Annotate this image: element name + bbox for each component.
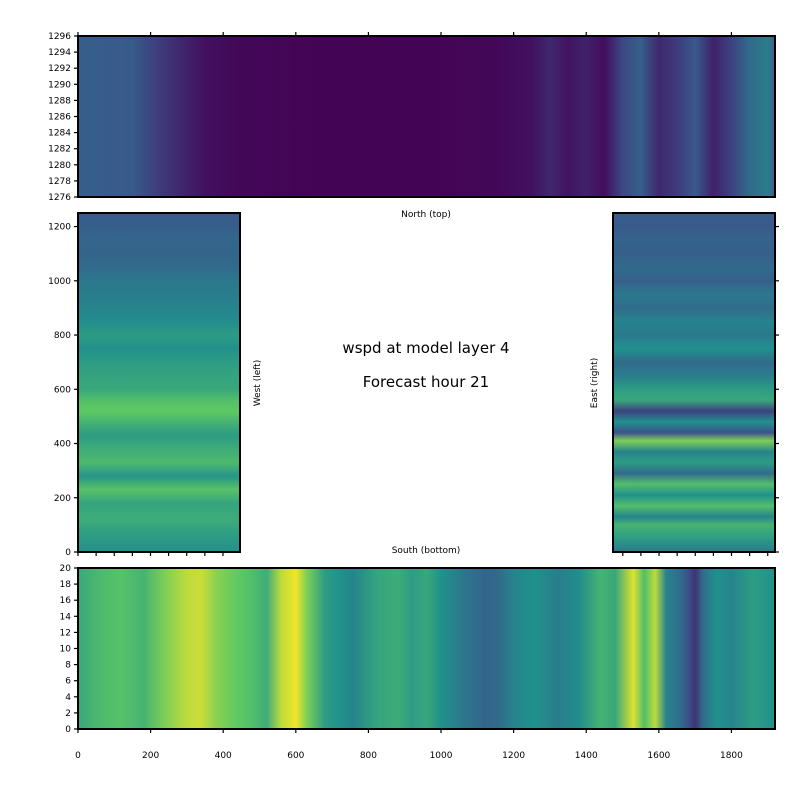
x-tick-label: 1000: [430, 751, 453, 761]
y-tick-label: 0: [65, 725, 71, 735]
x-tick-label: 1800: [720, 751, 743, 761]
y-tick-label: 1290: [48, 80, 71, 90]
panel-north: 1276 1278 1280 1282 1284 1286 1288 1290 1292 1294…: [48, 32, 776, 220]
south-label: South (bottom): [392, 546, 461, 556]
y-tick-label: 8: [65, 661, 71, 671]
x-tick-label: 800: [360, 751, 377, 761]
y-tick-label: 1296: [48, 32, 71, 42]
chart-subtitle: Forecast hour 21: [363, 373, 489, 391]
west-frame: [77, 212, 241, 553]
north-heatmap: [78, 36, 775, 197]
x-tick-label: 200: [142, 751, 159, 761]
y-tick-label: 1200: [48, 223, 71, 233]
y-tick-label: 1276: [48, 193, 71, 203]
y-tick-label: 14: [60, 612, 72, 622]
panel-south: South (bottom) 0 2 4 6 8 10 12 14 16 18 20 0 200 400…: [60, 546, 776, 761]
panel-east: East (right): [590, 212, 779, 556]
x-tick-label: 600: [287, 751, 304, 761]
y-tick-label: 1294: [48, 48, 71, 58]
x-tick-label: 1200: [502, 751, 525, 761]
y-tick-label: 0: [65, 548, 71, 558]
y-tick-label: 1292: [48, 64, 71, 74]
y-tick-label: 1278: [48, 177, 71, 187]
y-tick-label: 200: [54, 494, 71, 504]
y-tick-label: 18: [60, 580, 72, 590]
south-heatmap: [78, 568, 775, 729]
y-tick-label: 800: [54, 331, 71, 341]
chart-title: wspd at model layer 4: [342, 339, 509, 357]
y-tick-label: 600: [54, 385, 71, 395]
x-tick-label: 1400: [575, 751, 598, 761]
y-tick-label: 16: [60, 596, 72, 606]
y-tick-label: 20: [60, 564, 72, 574]
y-tick-label: 1280: [48, 161, 71, 171]
y-tick-label: 12: [60, 628, 71, 638]
y-tick-label: 1286: [48, 113, 71, 123]
y-tick-label: 1288: [48, 96, 71, 106]
y-tick-label: 1284: [48, 129, 71, 139]
panel-west: 0 200 400 600 800 1000 1200 West (left): [48, 212, 263, 558]
y-tick-label: 10: [60, 645, 72, 655]
east-heatmap: [613, 213, 775, 552]
y-tick-label: 2: [65, 709, 71, 719]
west-label: West (left): [253, 360, 263, 407]
north-label: North (top): [401, 210, 451, 220]
west-heatmap: [78, 213, 240, 552]
y-tick-label: 1282: [48, 145, 71, 155]
x-tick-label: 0: [75, 751, 81, 761]
x-tick-label: 400: [215, 751, 232, 761]
x-tick-label: 1600: [647, 751, 670, 761]
y-tick-label: 400: [54, 440, 71, 450]
y-tick-label: 6: [65, 677, 71, 687]
east-label: East (right): [590, 358, 600, 408]
y-tick-label: 4: [65, 693, 71, 703]
y-tick-label: 1000: [48, 277, 71, 287]
east-frame: [612, 212, 776, 553]
